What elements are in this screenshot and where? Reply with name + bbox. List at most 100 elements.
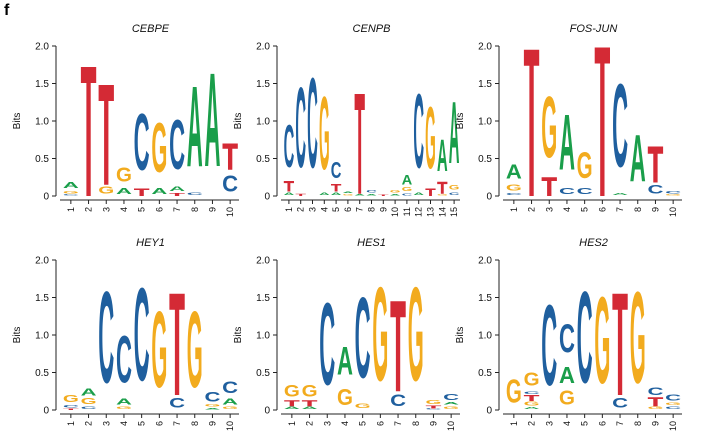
logo-letter-a: A xyxy=(366,194,377,196)
logo-letter-t xyxy=(541,177,557,196)
logo-letter-t xyxy=(647,146,664,183)
x-tick-label: 8 xyxy=(190,207,200,212)
logo-letter-c: C xyxy=(366,189,377,193)
x-tick-label: 5 xyxy=(580,207,590,212)
logo-letter-a: A xyxy=(81,386,97,398)
logo-letter-c: C xyxy=(307,52,318,195)
y-tick-label: 0 xyxy=(264,192,270,203)
logo-letter-g: G xyxy=(187,289,203,411)
x-tick-label: 7 xyxy=(355,207,365,212)
y-tick-label: 0 xyxy=(43,192,49,203)
logo-letter-c: C xyxy=(612,395,628,410)
y-tick-label: 0.5 xyxy=(35,368,49,379)
y-axis-label: Bits xyxy=(12,113,23,130)
x-tick-label: 9 xyxy=(207,207,217,212)
logo-letter-c: C xyxy=(81,406,97,410)
y-tick-label: 1.0 xyxy=(35,331,49,342)
logo-letter-c: C xyxy=(524,391,541,395)
x-tick-label: 4 xyxy=(119,207,129,212)
logo-letter-a: A xyxy=(204,408,220,410)
logo-letter-a: A xyxy=(437,131,448,182)
logo-letter-c: C xyxy=(577,264,593,410)
y-tick-label: 1.0 xyxy=(256,117,270,128)
x-tick-label: 10 xyxy=(446,421,456,431)
logo-letter-t xyxy=(647,397,664,407)
logo-title: HES2 xyxy=(579,237,608,249)
logo-letter-a: A xyxy=(302,406,318,410)
panel-letter: f xyxy=(4,2,10,19)
logo-letter-a: A xyxy=(284,192,295,196)
x-tick-label: 1 xyxy=(509,207,519,212)
logo-letter-a: A xyxy=(116,187,132,196)
y-tick-label: 0.5 xyxy=(256,368,270,379)
x-tick-label: 6 xyxy=(597,207,607,212)
logo-letter-c: C xyxy=(169,107,185,185)
x-tick-label: 3 xyxy=(322,421,332,426)
logo-letter-g: G xyxy=(425,90,436,188)
logo-letter-a: A xyxy=(354,194,365,196)
logo-letter-a: A xyxy=(222,397,238,406)
x-tick-label: 9 xyxy=(428,421,438,426)
logo-letter-c: C xyxy=(506,193,522,196)
x-tick-label: 6 xyxy=(154,421,164,426)
y-tick-label: 1.5 xyxy=(256,293,270,304)
logo-letter-c: C xyxy=(98,264,114,410)
y-tick-label: 0.5 xyxy=(478,154,492,165)
logo-letter-t xyxy=(390,301,406,392)
x-tick-label: 2 xyxy=(84,207,94,212)
logo-letter-t xyxy=(222,143,238,170)
y-tick-label: 1.5 xyxy=(478,293,492,304)
logo-letter-g: G xyxy=(81,397,97,406)
x-tick-label: 5 xyxy=(331,207,341,212)
logo-letter-c: C xyxy=(222,379,238,398)
y-tick-label: 2.0 xyxy=(478,256,492,267)
logo-letter-g: G xyxy=(402,187,413,193)
logo-letter-g: G xyxy=(665,403,681,407)
logo-letter-t xyxy=(594,47,611,196)
logo-letter-a: A xyxy=(63,181,79,190)
logo-letter-c: C xyxy=(331,158,342,184)
logo-letter-g: G xyxy=(98,185,114,196)
logo-letter-t xyxy=(283,181,295,192)
x-tick-label: 5 xyxy=(358,421,368,426)
logo-letter-g: G xyxy=(390,189,401,193)
logo-letter-t xyxy=(80,67,97,196)
logo-title: CENPB xyxy=(353,23,391,35)
y-axis-label: Bits xyxy=(455,113,466,130)
x-tick-label: 12 xyxy=(414,207,424,217)
logo-letter-c: C xyxy=(559,316,575,361)
logo-letter-c: C xyxy=(665,406,681,410)
logo-letter-g: G xyxy=(284,382,300,401)
y-tick-label: 2.0 xyxy=(478,42,492,53)
logo-letter-c: C xyxy=(390,391,406,410)
logo-letter-c: C xyxy=(402,193,413,196)
logo-letter-g: G xyxy=(337,384,353,411)
logo-letter-g: G xyxy=(506,373,522,410)
x-tick-label: 5 xyxy=(580,421,590,426)
y-tick-label: 1.0 xyxy=(478,117,492,128)
x-tick-label: 8 xyxy=(411,421,421,426)
y-tick-label: 0 xyxy=(486,406,492,417)
logo-letter-c: C xyxy=(284,114,295,181)
logo-letter-g: G xyxy=(594,271,610,409)
x-tick-label: 8 xyxy=(367,207,377,212)
logo-letter-t xyxy=(133,188,150,196)
x-tick-label: 8 xyxy=(190,421,200,426)
y-tick-label: 1.0 xyxy=(256,331,270,342)
y-tick-label: 0.5 xyxy=(35,154,49,165)
logo-letter-a: A xyxy=(630,121,646,196)
logo-letter-t xyxy=(63,408,79,410)
x-tick-label: 5 xyxy=(137,421,147,426)
x-tick-label: 3 xyxy=(544,207,554,212)
x-tick-label: 4 xyxy=(562,207,572,212)
x-tick-label: 8 xyxy=(633,421,643,426)
logo-letter-a: A xyxy=(612,193,628,196)
x-tick-label: 7 xyxy=(615,421,625,426)
logo-letter-a: A xyxy=(443,402,459,406)
logo-title: HEY1 xyxy=(136,237,165,249)
logo-letter-a: A xyxy=(337,339,353,384)
